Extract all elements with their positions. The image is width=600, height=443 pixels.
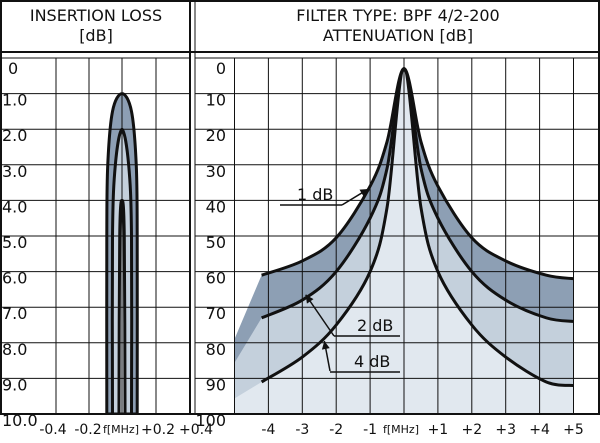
right-xtick: +1 [428, 422, 449, 438]
left-xtick: +0.2 [141, 422, 175, 438]
right-xtick: +3 [495, 422, 516, 438]
left-ytick: 7.0 [2, 304, 27, 323]
left-title-line2: [dB] [79, 26, 113, 45]
left-xtick: -0.2 [74, 422, 101, 438]
right-xtick: +5 [563, 422, 584, 438]
right-ytick: 10 [206, 91, 226, 110]
left-ytick: 5.0 [2, 233, 27, 252]
left-xtick: +0.4 [179, 422, 213, 438]
right-ytick: 50 [206, 233, 226, 252]
series-labels: 1 dB 2 dB 4 dB [280, 185, 400, 373]
right-xlabel: f[MHz] [383, 423, 419, 436]
left-ytick: 4.0 [2, 197, 27, 216]
series-label-1dB: 1 dB [297, 185, 333, 204]
right-xtick: +2 [461, 422, 482, 438]
leader-arrowhead [321, 341, 330, 350]
right-ytick: 100 [195, 411, 226, 430]
curve-4dB [260, 67, 573, 387]
right-xtick: -3 [295, 422, 309, 438]
left-ytick: 1.0 [2, 91, 27, 110]
series-label-2dB: 2 dB [357, 316, 393, 335]
right-ytick: 80 [206, 340, 226, 359]
left-title-line1: INSERTION LOSS [30, 6, 162, 25]
tick-labels: 0 1.0 2.0 3.0 4.0 5.0 6.0 7.0 8.0 9.0 10.0 0 10 20 30 4… [2, 59, 584, 438]
right-ytick: 40 [206, 197, 226, 216]
leader-line [305, 294, 335, 337]
right-ytick: 70 [206, 304, 226, 323]
curves [260, 67, 573, 387]
right-ytick: 30 [206, 162, 226, 181]
right-title-line1: FILTER TYPE: BPF 4/2-200 [296, 6, 499, 25]
left-ytick: 10.0 [2, 411, 38, 430]
left-ytick: 9.0 [2, 375, 27, 394]
left-ytick: 0 [8, 59, 18, 78]
leader-arrowhead [305, 294, 314, 304]
right-ytick: 0 [216, 59, 226, 78]
right-ytick: 20 [206, 126, 226, 145]
right-ytick: 60 [206, 269, 226, 288]
right-xtick: -4 [261, 422, 275, 438]
left-ytick: 2.0 [2, 126, 27, 145]
left-xlabel: f[MHz] [103, 423, 139, 436]
left-ytick: 8.0 [2, 340, 27, 359]
right-xtick: +4 [529, 422, 550, 438]
left-ytick: 3.0 [2, 162, 27, 181]
series-label-4dB: 4 dB [354, 352, 390, 371]
right-xtick: -1 [363, 422, 377, 438]
right-title-line2: ATTENUATION [dB] [323, 26, 473, 45]
left-xtick: -0.4 [39, 422, 66, 438]
right-xtick: -2 [329, 422, 343, 438]
panel-borders [0, 0, 600, 415]
outer-border [0, 0, 600, 415]
right-ytick: 90 [206, 375, 226, 394]
left-ytick: 6.0 [2, 269, 27, 288]
leader-arrowhead [359, 188, 369, 197]
